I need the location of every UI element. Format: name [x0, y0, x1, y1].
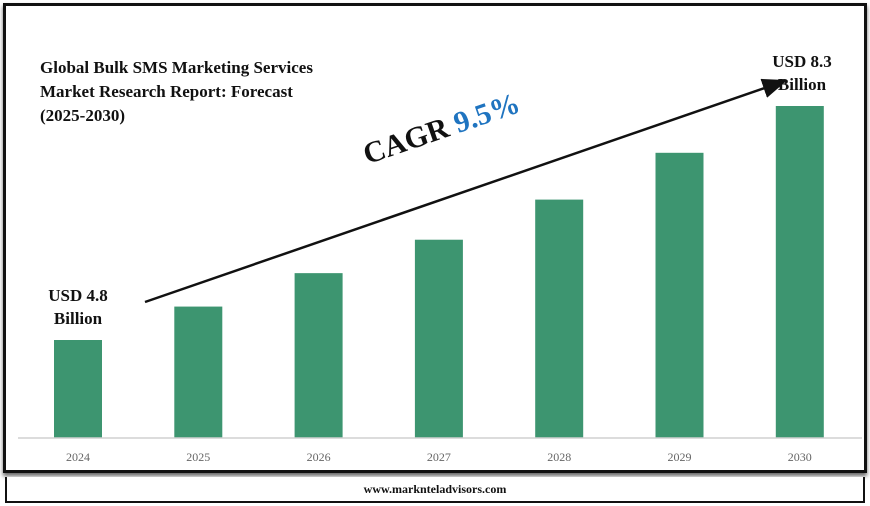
start-value-label: USD 4.8 Billion	[28, 284, 128, 330]
end-value-label: USD 8.3 Billion	[752, 50, 852, 96]
chart-title: Global Bulk SMS Marketing Services Marke…	[40, 58, 313, 125]
x-tick-label: 2024	[66, 450, 90, 464]
x-tick-label: 2026	[307, 450, 331, 464]
bar-2029	[655, 152, 704, 439]
end-value-line2: Billion	[777, 75, 827, 94]
start-value-line1: USD 4.8	[48, 286, 108, 305]
footer-website[interactable]: www.marknteladvisors.com	[5, 477, 865, 503]
x-tick-label: 2029	[668, 450, 692, 464]
x-tick-label: 2027	[427, 450, 451, 464]
bar-2028	[535, 199, 584, 438]
end-value-line1: USD 8.3	[772, 52, 832, 71]
bar-2025	[174, 306, 223, 438]
bar-2026	[294, 273, 343, 438]
bar-2024	[54, 340, 102, 438]
x-tick-label: 2025	[186, 450, 210, 464]
start-value-line2: Billion	[53, 309, 103, 328]
x-tick-label: 2030	[788, 450, 812, 464]
bar-2030	[775, 106, 824, 438]
growth-arrow	[144, 78, 788, 304]
x-tick-label: 2028	[547, 450, 571, 464]
bar-2027	[414, 239, 463, 438]
